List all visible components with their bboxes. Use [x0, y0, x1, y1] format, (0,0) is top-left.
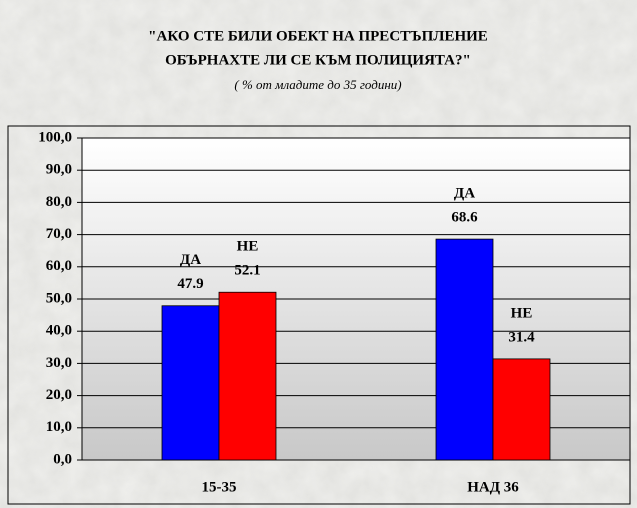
data-label-name: НЕ	[237, 239, 259, 255]
subtitle: ( % от младите до 35 години)	[234, 77, 401, 92]
y-tick-label: 90,0	[46, 162, 72, 178]
y-tick-label: 100,0	[38, 129, 72, 145]
y-tick-label: 10,0	[46, 419, 72, 435]
y-tick-label: 70,0	[46, 226, 72, 242]
y-tick-label: 60,0	[46, 258, 72, 274]
bar	[218, 291, 277, 461]
data-label: 52.1	[234, 263, 260, 279]
y-tick-label: 50,0	[46, 290, 72, 306]
bar	[492, 358, 551, 461]
y-tick-label: 80,0	[46, 194, 72, 210]
data-label-name: НЕ	[511, 305, 533, 321]
x-tick-label: НАД 36	[467, 479, 519, 495]
bar	[161, 305, 220, 461]
data-label: 68.6	[451, 210, 478, 226]
data-label-name: ДА	[180, 252, 201, 268]
y-tick-label: 40,0	[46, 323, 72, 339]
data-label: 47.9	[177, 276, 203, 292]
y-tick-label: 20,0	[46, 387, 72, 403]
data-label: 31.4	[508, 329, 535, 345]
y-tick-label: 30,0	[46, 355, 72, 371]
chart-title: "АКО СТЕ БИЛИ ОБЕКТ НА ПРЕСТЪПЛЕНИЕ	[148, 28, 488, 44]
chart-title: ОБЪРНАХТЕ ЛИ СЕ КЪМ ПОЛИЦИЯТА?"	[165, 52, 471, 68]
bar	[435, 238, 494, 461]
x-tick-label: 15-35	[202, 479, 237, 495]
data-label-name: ДА	[454, 186, 475, 202]
y-tick-label: 0,0	[53, 451, 72, 467]
